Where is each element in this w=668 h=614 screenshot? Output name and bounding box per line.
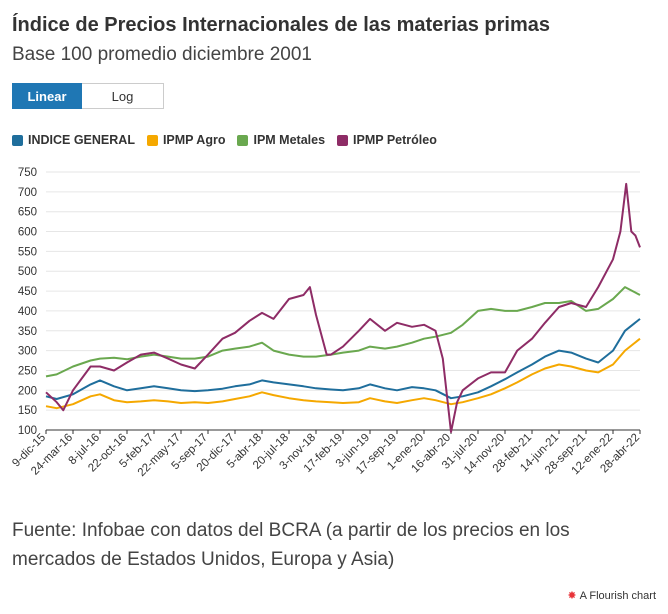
chart-title: Índice de Precios Internacionales de las… [12, 14, 551, 36]
y-tick-label: 500 [18, 266, 37, 278]
legend-item[interactable]: IPMP Agro [146, 133, 226, 147]
legend-swatch [337, 134, 349, 146]
legend-item[interactable]: INDICE GENERAL [12, 133, 135, 147]
y-tick-label: 200 [18, 385, 37, 397]
chart-subtitle: Base 100 promedio diciembre 2001 [12, 44, 312, 65]
chart-legend: INDICE GENERAL IPMP Agro IPM Metales IPMP P… [12, 133, 437, 147]
y-tick-label: 300 [18, 346, 37, 358]
legend-item[interactable]: IPM Metales [237, 133, 325, 147]
series-line-ipmp-agro [45, 337, 641, 410]
y-tick-label: 550 [18, 246, 37, 258]
flourish-logo-icon: ✸ [567, 590, 577, 602]
flourish-credit-label: A Flourish chart [579, 589, 656, 602]
source-footnote: Fuente: Infobae con datos del BCRA (a pa… [12, 520, 570, 570]
legend-swatch [237, 134, 249, 146]
series-line-ipmp-petr-leo [45, 182, 641, 433]
line-chart: 100 150 200 250 300 350 400 450 500 550 600 650 700 7… [10, 167, 642, 479]
flourish-credit[interactable]: ✸ A Flourish chart [567, 589, 656, 603]
y-tick-label: 100 [18, 425, 37, 437]
y-tick-label: 350 [18, 326, 37, 338]
y-tick-label: 400 [18, 306, 37, 318]
linear-scale-button[interactable]: Linear [12, 83, 82, 109]
series-line-ipm-metales [45, 286, 641, 378]
y-tick-label: 600 [18, 227, 37, 239]
y-tick-label: 250 [18, 365, 37, 377]
y-tick-label: 650 [18, 207, 37, 219]
y-tick-label: 450 [18, 286, 37, 298]
legend-label: IPM Metales [253, 133, 326, 147]
legend-label: IPMP Agro [162, 133, 226, 147]
legend-swatch [12, 134, 23, 146]
scale-toggle: Linear Log [12, 83, 164, 109]
y-tick-label: 150 [18, 405, 37, 417]
log-scale-button[interactable]: Log [82, 83, 164, 109]
legend-swatch [146, 134, 158, 146]
y-tick-label: 750 [18, 167, 37, 179]
series-line-indice-general [45, 318, 641, 400]
legend-label: IPMP Petróleo [353, 133, 437, 147]
legend-label: INDICE GENERAL [28, 133, 135, 147]
legend-item[interactable]: IPMP Petróleo [337, 133, 437, 147]
y-tick-label: 700 [18, 187, 37, 199]
